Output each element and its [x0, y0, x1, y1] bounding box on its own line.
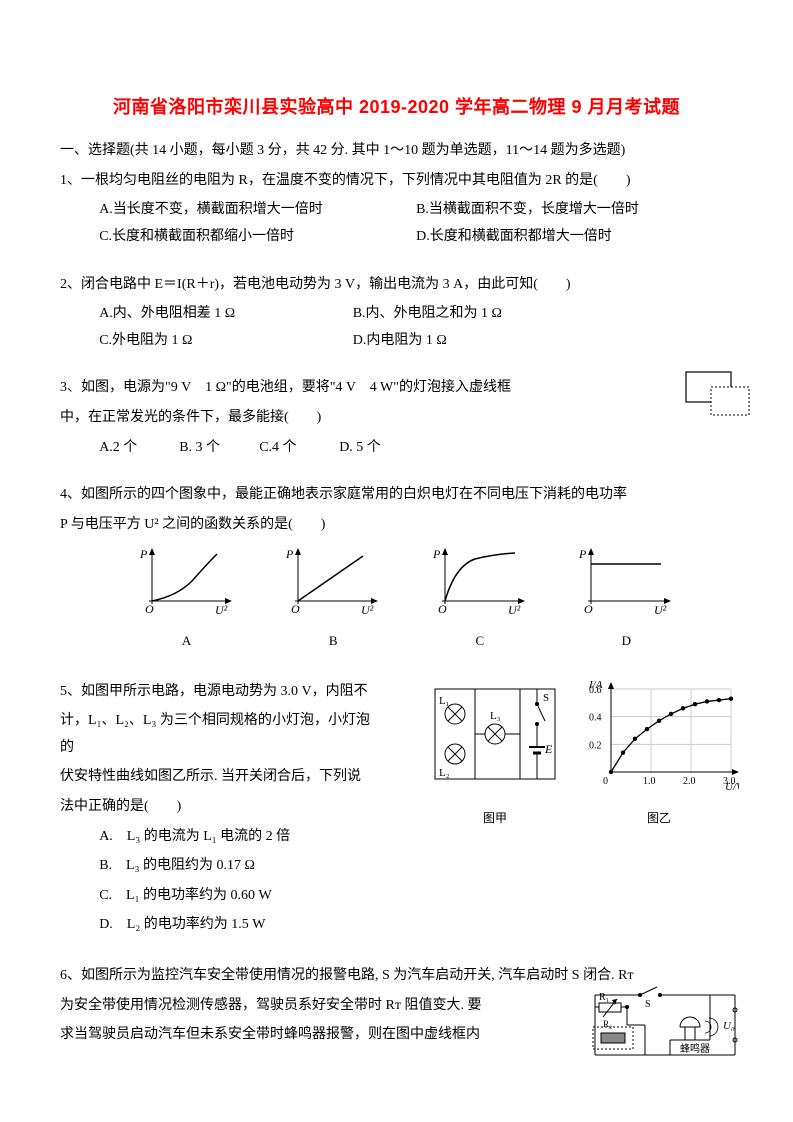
svg-text:E: E — [544, 742, 553, 756]
q5-fig-jia-label: 图甲 — [425, 807, 565, 830]
q5-l3: 伏安特性曲线如图乙所示. 当开关闭合后，下列说 — [60, 764, 370, 791]
svg-text:蜂鸣器: 蜂鸣器 — [680, 1042, 710, 1055]
svg-text:2.0: 2.0 — [683, 776, 696, 787]
q4-label-a: A — [137, 629, 237, 654]
svg-text:P: P — [578, 547, 587, 561]
q5-opt-b: B. L₃ 的电阻约为 0.17 Ω — [60, 853, 370, 880]
q5-chart-figure: I/AU/V00.20.40.61.02.03.0 — [579, 679, 739, 794]
q4-graph-d: P O U² — [576, 546, 676, 616]
svg-text:O: O — [438, 602, 447, 616]
q1-opt-a: A.当长度不变，横截面积增大一倍时 — [99, 197, 416, 224]
q2-opt-b: B.内、外电阻之和为 1 Ω — [353, 301, 502, 328]
svg-text:S: S — [645, 999, 651, 1010]
q4-graph-c: P O U² — [430, 546, 530, 616]
svg-text:0.4: 0.4 — [589, 712, 602, 723]
svg-text:U²: U² — [508, 603, 521, 616]
svg-text:1.0: 1.0 — [643, 776, 656, 787]
q4-label-d: D — [576, 629, 676, 654]
svg-text:U²: U² — [361, 603, 374, 616]
svg-text:O: O — [584, 602, 593, 616]
q4-label-c: C — [430, 629, 530, 654]
q5-opt-d: D. L₂ 的电功率约为 1.5 W — [60, 912, 370, 939]
svg-text:0: 0 — [603, 776, 608, 787]
q4-figures: P O U² A P O U² B — [60, 546, 733, 653]
svg-text:R₁: R₁ — [599, 992, 609, 1003]
svg-text:0.2: 0.2 — [589, 740, 602, 751]
q1-opt-b: B.当横截面积不变，长度增大一倍时 — [416, 197, 733, 224]
q5-l4: 法中正确的是( ) — [60, 794, 370, 821]
svg-text:P: P — [139, 547, 148, 561]
svg-text:0.6: 0.6 — [589, 685, 602, 696]
q5-opt-c: C. L₁ 的电功率约为 0.60 W — [60, 883, 370, 910]
q5-opt-a: A. L₃ 的电流为 L₁ 电流的 2 倍 — [60, 824, 370, 851]
section-heading: 一、选择题(共 14 小题，每小题 3 分，共 42 分. 其中 1～10 题为… — [60, 138, 733, 165]
q3-figure — [683, 369, 753, 430]
q5-l1: 5、如图甲所示电路，电源电动势为 3.0 V，内阻不 — [60, 679, 370, 706]
svg-text:O: O — [291, 602, 300, 616]
q2-opt-d: D.内电阻为 1 Ω — [353, 328, 447, 355]
q4-graph-b: P O U² — [283, 546, 383, 616]
q5-l2: 计，L₁、L₂、L₃ 为三个相同规格的小灯泡，小灯泡的 — [60, 708, 370, 761]
svg-text:P: P — [285, 547, 294, 561]
q3-opt-d: D. 5 个 — [339, 435, 381, 462]
svg-text:L₁: L₁ — [439, 695, 450, 707]
q6-figure: R₁ S R₂ — [585, 985, 745, 1076]
q1-opt-c: C.长度和横截面积都缩小一倍时 — [99, 224, 416, 251]
q3-line1: 3、如图，电源为"9 V 1 Ω"的电池组，要将"4 V 4 W"的灯泡接入虚线… — [60, 375, 733, 402]
svg-text:R₂: R₂ — [603, 1019, 612, 1029]
q1-opt-d: D.长度和横截面积都增大一倍时 — [416, 224, 733, 251]
q3-opt-a: A.2 个 — [99, 435, 179, 462]
q5-fig-yi-label: 图乙 — [579, 807, 739, 830]
svg-text:L₂: L₂ — [439, 767, 450, 779]
q4-label-b: B — [283, 629, 383, 654]
svg-text:S: S — [543, 692, 549, 704]
q2-opt-a: A.内、外电阻相差 1 Ω — [99, 301, 353, 328]
svg-text:L₃: L₃ — [490, 710, 501, 722]
q4-stem2: P 与电压平方 U² 之间的函数关系的是( ) — [60, 512, 733, 539]
q1-stem: 1、一根均匀电阻丝的电阻为 R，在温度不变的情况下，下列情况中其电阻值为 2R … — [60, 168, 733, 195]
q5-circuit-figure: L₁ L₂ L₃ — [425, 679, 565, 794]
svg-text:3.0: 3.0 — [723, 776, 736, 787]
q6-l3: 求当驾驶员启动汽车但未系安全带时蜂鸣器报警，则在图中虚线框内 — [60, 1022, 520, 1049]
exam-title: 河南省洛阳市栾川县实验高中 2019-2020 学年高二物理 9 月月考试题 — [60, 90, 733, 124]
q2-opt-c: C.外电阻为 1 Ω — [99, 328, 353, 355]
q3-line2: 中，在正常发光的条件下，最多能接( ) — [60, 405, 733, 432]
q4-stem1: 4、如图所示的四个图象中，最能正确地表示家庭常用的白炽电灯在不同电压下消耗的电功… — [60, 482, 733, 509]
q3-opt-c: C.4 个 — [259, 435, 339, 462]
q2-stem: 2、闭合电路中 E＝I(R＋r)，若电池电动势为 3 V，输出电流为 3 A，由… — [60, 272, 733, 299]
svg-text:P: P — [432, 547, 441, 561]
svg-text:U²: U² — [654, 603, 667, 616]
q4-graph-a: P O U² — [137, 546, 237, 616]
svg-text:U₀: U₀ — [723, 1020, 735, 1032]
q3-opt-b: B. 3 个 — [179, 435, 259, 462]
svg-text:O: O — [145, 602, 154, 616]
q6-l2: 为安全带使用情况检测传感器，驾驶员系好安全带时 Rᴛ 阻值变大. 要 — [60, 993, 520, 1020]
svg-text:U²: U² — [215, 603, 228, 616]
